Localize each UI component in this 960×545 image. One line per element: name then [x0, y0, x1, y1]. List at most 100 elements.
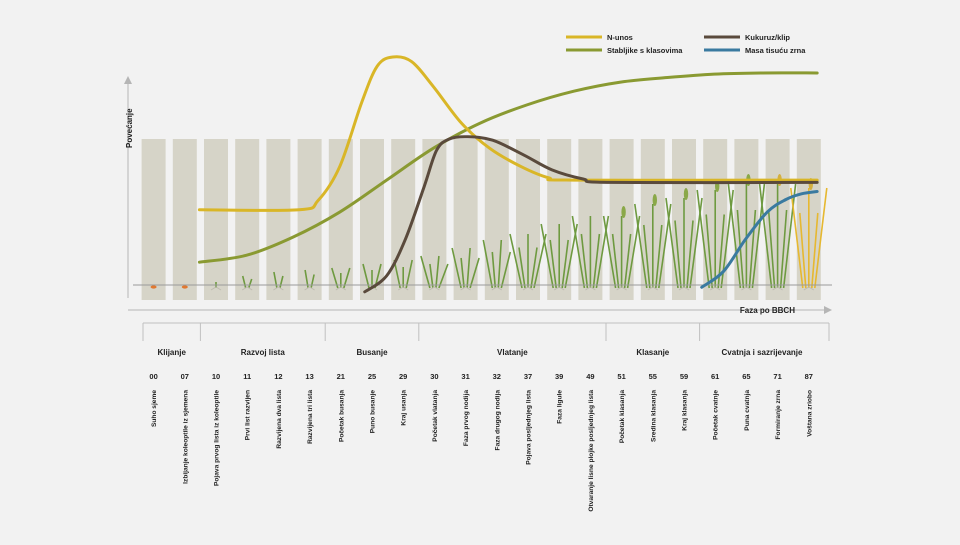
root-icon — [304, 286, 315, 291]
root-icon — [522, 286, 534, 291]
plant-stem — [623, 233, 632, 289]
stage-bar — [266, 139, 291, 300]
phase-label: Razvoj lista — [241, 348, 286, 357]
plant-stem — [655, 224, 663, 289]
plant-stem — [674, 220, 682, 289]
root-icon — [678, 286, 690, 291]
stage-code: 31 — [461, 372, 469, 381]
plant-stem — [665, 197, 679, 289]
plant-stem — [811, 212, 819, 289]
root-icon — [616, 286, 627, 291]
stage-name: Početak cvatnje — [713, 390, 720, 440]
stage-name: Razvijena tri lista — [307, 390, 314, 444]
stage-name: Puno busanje — [370, 390, 377, 434]
root-icon — [429, 286, 440, 291]
phase-label: Cvatnja i sazrijevanje — [722, 348, 803, 357]
stage-name: Suho sjeme — [151, 390, 158, 427]
plant-stem — [561, 239, 569, 289]
stage-bar — [141, 139, 166, 300]
stage-code: 07 — [181, 372, 189, 381]
plant-stem — [720, 189, 734, 289]
stage-name: Razvijena dva lista — [276, 390, 283, 449]
legend-label: Masa tisuću zrna — [745, 46, 806, 55]
plant-stem — [611, 233, 620, 289]
plant-stem — [689, 197, 703, 289]
stage-name: Početak busanja — [338, 390, 345, 442]
stage-name: Pojava prvog lista iz koleoptile — [214, 390, 221, 486]
y-axis-arrow — [124, 76, 132, 84]
root-icon — [803, 286, 815, 291]
root-icon — [460, 286, 471, 291]
plant-stem — [790, 187, 804, 289]
stage-name: Kraj klasanja — [682, 390, 689, 431]
stage-name: Faza prvog nodija — [463, 390, 470, 446]
root-icon — [210, 286, 222, 291]
stage-code: 00 — [149, 372, 157, 381]
stage-name: Puna cvatnja — [744, 390, 751, 431]
stage-name: Formiranje zrna — [775, 390, 782, 440]
stage-code: 25 — [368, 372, 376, 381]
stage-code: 29 — [399, 372, 407, 381]
plant-stem — [304, 269, 309, 289]
plant-stem — [571, 215, 586, 289]
plant-stem — [310, 274, 315, 289]
plant-stem — [580, 233, 589, 289]
plant-stem — [717, 214, 725, 289]
stage-name: Sredina klasanja — [650, 390, 657, 442]
ear-icon — [683, 188, 689, 200]
stage-code: 59 — [680, 372, 688, 381]
stage-code: 30 — [430, 372, 438, 381]
stage-code: 51 — [617, 372, 625, 381]
root-icon — [709, 286, 721, 291]
series-line — [197, 55, 819, 212]
plant-stem — [482, 239, 494, 289]
stage-code: 87 — [805, 372, 813, 381]
legend-label: Stabljike s klasovima — [607, 46, 683, 55]
legend-label: N-unos — [607, 33, 633, 42]
phase-label: Vlatanje — [497, 348, 528, 357]
axes: Povećanje Faza po BBCH — [124, 76, 832, 315]
plant-stem — [273, 271, 278, 289]
plant-stem — [748, 209, 757, 289]
plant-stem — [799, 212, 807, 289]
plant-stem — [331, 267, 339, 289]
phase-label: Klijanje — [157, 348, 186, 357]
plant-stem — [497, 239, 503, 289]
plant-stem — [751, 183, 766, 289]
stage-bar — [172, 139, 197, 300]
stage-code: 61 — [711, 372, 719, 381]
plant-stem — [438, 263, 449, 289]
stage-code: 32 — [493, 372, 501, 381]
x-axis-arrow — [824, 306, 832, 314]
stage-code: 39 — [555, 372, 563, 381]
plant-illustrations — [150, 174, 828, 291]
stage-code: 37 — [524, 372, 532, 381]
stage-name: Kraj usanja — [401, 390, 408, 426]
stage-bar — [297, 139, 322, 300]
ear-icon — [621, 206, 626, 218]
stage-code: 21 — [337, 372, 345, 381]
plant-stem — [549, 239, 557, 289]
series-curves — [197, 55, 819, 294]
plant-stem — [767, 209, 776, 289]
seed-icon — [150, 285, 157, 289]
stage-code: 55 — [649, 372, 657, 381]
stage-name: Izbijanje koleoptile iz sjemena — [182, 390, 189, 484]
stage-bar — [235, 139, 260, 300]
plant-stem — [509, 233, 523, 289]
plant-stem — [343, 267, 351, 289]
plant-stem — [429, 263, 434, 289]
root-icon — [397, 286, 409, 291]
plant-stem — [405, 259, 413, 289]
root-icon — [241, 286, 253, 291]
stage-code: 71 — [773, 372, 781, 381]
seed-icon — [181, 285, 188, 289]
plant-stem — [814, 187, 828, 289]
root-icon — [553, 286, 565, 291]
root-icon — [335, 286, 347, 291]
legend: N-unos Stabljike s klasovima Kukuruz/klip M… — [566, 33, 806, 55]
stage-name: Prvi list razvijen — [245, 390, 252, 440]
root-icon — [273, 286, 284, 291]
